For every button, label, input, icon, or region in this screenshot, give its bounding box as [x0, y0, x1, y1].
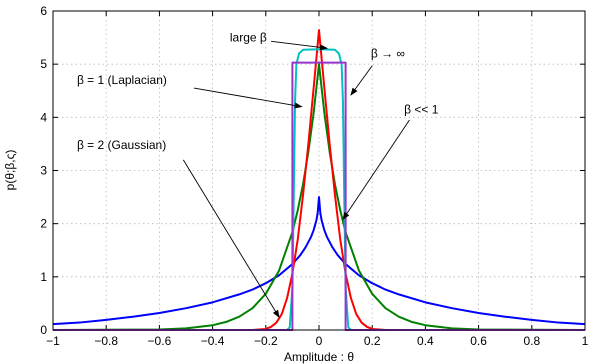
y-tick-label: 4 — [40, 110, 47, 124]
x-tick-label: 0.2 — [364, 334, 381, 348]
x-tick-label: 0.6 — [470, 334, 487, 348]
annotation-arrow — [342, 119, 410, 221]
plot-frame — [52, 10, 586, 331]
y-tick-label: 2 — [40, 217, 47, 231]
y-tick-label: 0 — [40, 323, 47, 337]
series-line-1 — [52, 196, 586, 326]
y-tick-label: 5 — [40, 57, 47, 71]
axis-ticks: −1 −0.8 −0.6 −0.4 −0.2 0 0.2 0.4 0.6 0.8 1 0 1 2 3 4 5 6 — [40, 4, 588, 348]
x-tick-label: −1 — [46, 334, 60, 348]
y-tick-label: 1 — [40, 270, 47, 284]
annotation-arrow — [182, 159, 280, 319]
annotation-label: large β — [230, 30, 267, 44]
annotation-label: β = 1 (Laplacian) — [77, 73, 167, 87]
x-tick-label: −0.8 — [94, 334, 118, 348]
series-line-3 — [53, 29, 585, 331]
x-tick-label: −0.4 — [201, 334, 225, 348]
x-tick-label: −0.2 — [254, 334, 278, 348]
series-layer — [52, 29, 586, 331]
annotation-arrow — [271, 40, 328, 51]
annotation-label: β → ∞ — [371, 46, 405, 60]
x-axis-label: Amplitude : θ — [284, 350, 354, 364]
x-tick-label: −0.6 — [148, 334, 172, 348]
series-line-2 — [52, 63, 586, 331]
x-tick-label: 0 — [316, 334, 323, 348]
y-axis-label: p(θ;β,ς) — [3, 150, 17, 191]
annotation-label: β = 2 (Gaussian) — [77, 138, 166, 152]
annotations: large β β → ∞ β = 1 (Laplacian) β = 2 (Gaus… — [77, 30, 439, 319]
x-tick-label: 1 — [582, 334, 589, 348]
y-tick-label: 6 — [40, 4, 47, 18]
annotation-arrow — [193, 87, 303, 109]
annotation-arrow — [350, 65, 373, 96]
annotation-label: β << 1 — [404, 103, 439, 117]
x-tick-label: 0.8 — [523, 334, 540, 348]
y-tick-label: 3 — [40, 164, 47, 178]
x-tick-label: 0.4 — [417, 334, 434, 348]
